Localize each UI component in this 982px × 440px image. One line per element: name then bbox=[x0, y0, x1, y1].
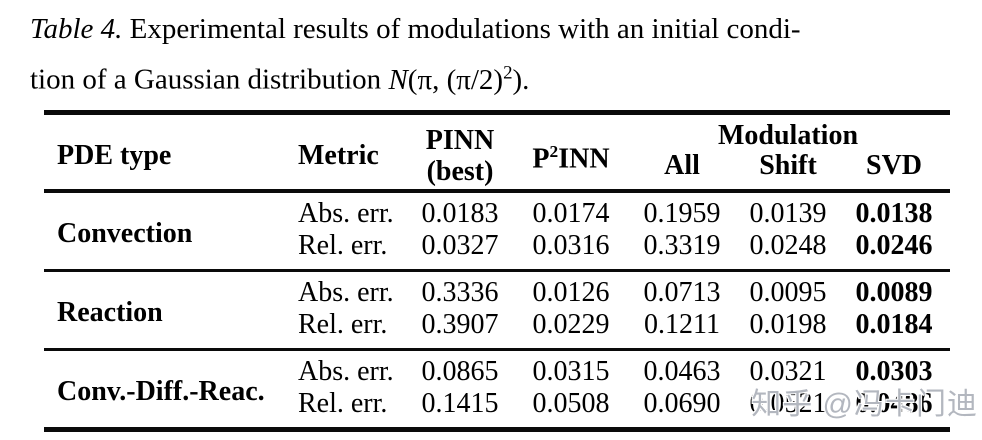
metric-label: Rel. err. bbox=[298, 388, 388, 419]
metric-label: Abs. err. bbox=[298, 356, 394, 387]
metric-label: Rel. err. bbox=[298, 230, 388, 261]
value-cell: 0.0315 bbox=[532, 356, 610, 387]
value-cell: 0.3319 bbox=[643, 230, 721, 261]
value-cell: 0.0713 bbox=[643, 277, 721, 308]
caption-line2: tion of a Gaussian distribution N(π, (π/… bbox=[30, 62, 530, 96]
value-cell: 0.0327 bbox=[421, 230, 499, 261]
value-cell: 0.1415 bbox=[421, 388, 499, 419]
table-row: Rel. err. 0.1415 0.0508 0.0690 0.0521 0.… bbox=[44, 388, 950, 430]
col-header-metric: Metric bbox=[298, 140, 379, 171]
value-cell: 0.0865 bbox=[421, 356, 499, 387]
value-cell: 0.0521 bbox=[749, 388, 827, 419]
value-cell: 0.3336 bbox=[421, 277, 499, 308]
block-convection: Convection Abs. err. 0.0183 0.0174 0.195… bbox=[44, 191, 950, 271]
value-cell: 0.0095 bbox=[749, 277, 827, 308]
results-table: PDE type Metric PINN (best) P2INN Modulat… bbox=[44, 110, 951, 432]
col-header-p2inn: P2INN bbox=[532, 142, 610, 175]
value-cell: 0.0463 bbox=[643, 356, 721, 387]
value-cell-best: 0.0138 bbox=[855, 198, 933, 229]
value-cell: 0.1959 bbox=[643, 198, 721, 229]
gaussian-formula: N(π, (π/2)2). bbox=[388, 62, 530, 96]
table-row: Rel. err. 0.0327 0.0316 0.3319 0.0248 0.… bbox=[44, 230, 950, 271]
value-cell: 0.0126 bbox=[532, 277, 610, 308]
col-header-modulation-shift: Shift bbox=[759, 150, 817, 181]
caption-line1: Table 4. Experimental results of modulat… bbox=[30, 13, 801, 45]
value-cell: 0.3907 bbox=[421, 309, 499, 340]
value-cell-best: 0.0303 bbox=[855, 356, 933, 387]
col-header-modulation-svd: SVD bbox=[866, 150, 923, 181]
value-cell-best: 0.0089 bbox=[855, 277, 933, 308]
table-row: Reaction Abs. err. 0.3336 0.0126 0.0713 … bbox=[44, 271, 950, 328]
metric-label: Rel. err. bbox=[298, 309, 388, 340]
value-cell: 0.0229 bbox=[532, 309, 610, 340]
value-cell: 0.0248 bbox=[749, 230, 827, 261]
table-header: PDE type Metric PINN (best) P2INN Modulat… bbox=[44, 113, 951, 191]
value-cell: 0.0174 bbox=[532, 198, 610, 229]
table-row: Rel. err. 0.3907 0.0229 0.1211 0.0198 0.… bbox=[44, 309, 950, 350]
caption-text-line1: Experimental results of modulations with… bbox=[129, 13, 801, 45]
table-row: Convection Abs. err. 0.0183 0.0174 0.195… bbox=[44, 191, 950, 249]
pde-type-label: Convection bbox=[57, 217, 193, 249]
zhihu-watermark: 知乎 @冯卡门迪 bbox=[751, 388, 978, 421]
pde-type-label: Conv.-Diff.-Reac. bbox=[57, 375, 265, 407]
value-cell: 0.0690 bbox=[643, 388, 721, 419]
value-cell: 0.1211 bbox=[644, 309, 720, 340]
value-cell: 0.0139 bbox=[749, 198, 827, 229]
metric-label: Abs. err. bbox=[298, 277, 394, 308]
value-cell: 0.0321 bbox=[749, 356, 827, 387]
block-reaction: Reaction Abs. err. 0.3336 0.0126 0.0713 … bbox=[44, 270, 951, 350]
pde-type-label: Reaction bbox=[57, 296, 163, 328]
metric-label: Abs. err. bbox=[298, 198, 394, 229]
value-cell-best: 0.0246 bbox=[855, 230, 933, 261]
col-header-modulation: Modulation bbox=[717, 120, 859, 151]
block-conv-diff-reac: Conv.-Diff.-Reac. Abs. err. 0.0865 0.031… bbox=[44, 349, 951, 430]
value-cell-best: 0.0486 bbox=[855, 388, 933, 419]
caption-text-line2: tion of a Gaussian distribution bbox=[30, 63, 382, 96]
caption-label: Table 4. bbox=[30, 13, 123, 45]
value-cell: 0.0508 bbox=[532, 388, 610, 419]
value-cell: 0.0183 bbox=[421, 198, 499, 229]
table-caption: Table 4. Experimental results of modulat… bbox=[30, 8, 970, 102]
table-row: Conv.-Diff.-Reac. Abs. err. 0.0865 0.031… bbox=[44, 350, 950, 407]
col-header-modulation-all: All bbox=[664, 150, 700, 181]
value-cell: 0.0198 bbox=[749, 309, 827, 340]
col-header-pinn-best: PINN (best) bbox=[425, 125, 495, 187]
value-cell-best: 0.0184 bbox=[855, 309, 933, 340]
value-cell: 0.0316 bbox=[532, 230, 610, 261]
col-header-pde-type: PDE type bbox=[57, 140, 172, 171]
